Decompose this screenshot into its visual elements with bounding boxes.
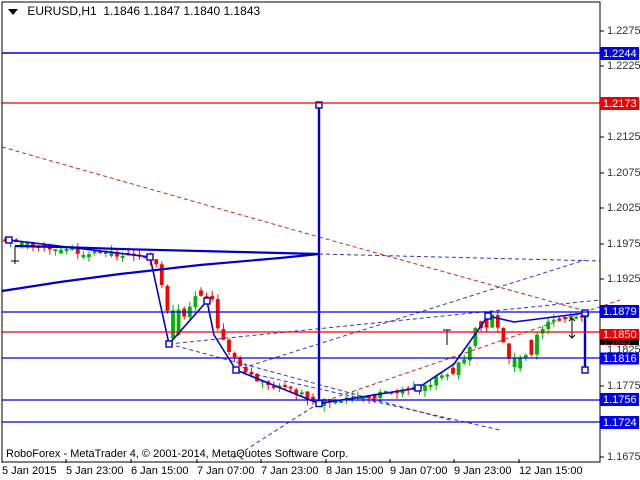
- svg-text:1.2173: 1.2173: [603, 98, 637, 110]
- svg-text:12 Jan 15:00: 12 Jan 15:00: [519, 465, 583, 477]
- svg-text:1.1816: 1.1816: [603, 353, 637, 365]
- svg-text:7 Jan 07:00: 7 Jan 07:00: [197, 465, 255, 477]
- svg-text:1.1879: 1.1879: [603, 306, 637, 318]
- svg-text:8 Jan 15:00: 8 Jan 15:00: [326, 465, 384, 477]
- svg-text:1.1975: 1.1975: [607, 238, 640, 250]
- svg-text:9 Jan 07:00: 9 Jan 07:00: [390, 465, 448, 477]
- svg-text:7 Jan 23:00: 7 Jan 23:00: [261, 465, 319, 477]
- svg-text:1.2025: 1.2025: [607, 202, 640, 214]
- svg-text:5 Jan 2015: 5 Jan 2015: [2, 465, 56, 477]
- svg-text:6 Jan 15:00: 6 Jan 15:00: [131, 465, 189, 477]
- svg-text:1.2225: 1.2225: [607, 60, 640, 72]
- svg-text:1.1756: 1.1756: [603, 394, 637, 406]
- svg-text:1.2275: 1.2275: [607, 25, 640, 37]
- svg-text:1.2125: 1.2125: [607, 131, 640, 143]
- svg-text:1.2244: 1.2244: [603, 48, 637, 60]
- svg-text:5 Jan 23:00: 5 Jan 23:00: [66, 465, 124, 477]
- svg-text:1.1775: 1.1775: [607, 380, 640, 392]
- svg-text:1.1675: 1.1675: [607, 451, 640, 463]
- svg-text:1.1925: 1.1925: [607, 273, 640, 285]
- svg-text:9 Jan 23:00: 9 Jan 23:00: [454, 465, 512, 477]
- svg-text:1.2075: 1.2075: [607, 167, 640, 179]
- svg-text:1.1724: 1.1724: [603, 417, 637, 429]
